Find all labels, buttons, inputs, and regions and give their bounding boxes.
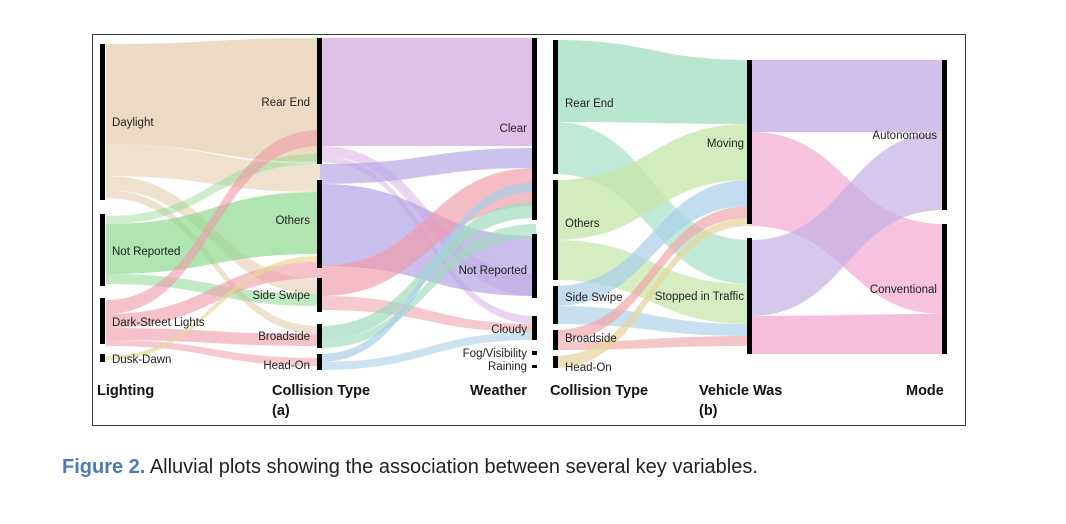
node-bars [100, 38, 947, 370]
ribbon-b-side-swipe-moving [554, 180, 750, 306]
ribbon-head-on-cloudy [320, 332, 536, 370]
axis-title-vehicle-was: Vehicle Was [699, 383, 782, 399]
ribbon-b-rear-end-moving [554, 40, 750, 124]
node-label-clear: Clear [500, 123, 528, 135]
node-label-others-a: Others [275, 215, 310, 227]
ribbon-b-broadside-moving [554, 206, 750, 342]
node-label-fog-visibility: Fog/Visibility [463, 348, 528, 360]
ribbon-daylight-others [106, 144, 320, 192]
ribbon-b-stopped-autonomous [750, 132, 944, 316]
bar-dark-street-lights [100, 298, 105, 344]
ribbon-b-moving-autonomous [750, 60, 944, 132]
node-label-broadside-a: Broadside [258, 331, 310, 343]
ribbon-b-others-stopped [554, 240, 750, 324]
bar-autonomous [942, 60, 947, 210]
ribbon-b-others-moving [554, 124, 750, 240]
ribbon-head-on-clear [320, 182, 536, 362]
panel-label-a: (a) [272, 403, 290, 419]
node-label-others-b: Others [565, 218, 600, 230]
ribbon-rear-end-clear [320, 38, 536, 146]
ribbon-broadside-notreported [320, 224, 536, 348]
bar-dusk-dawn [100, 354, 105, 362]
figure-caption: Figure 2. Alluvial plots showing the ass… [62, 456, 1022, 479]
bar-raining [532, 365, 537, 368]
axis-title-mode: Mode [906, 383, 944, 399]
node-label-stopped-in-traffic: Stopped in Traffic [655, 291, 745, 303]
ribbon-duskdawn-others [106, 256, 320, 360]
node-label-conventional: Conventional [870, 284, 937, 296]
flows-panel-b [554, 40, 944, 368]
ribbon-darklights-broadside [106, 328, 320, 346]
alluvial-chart: Daylight Not Reported Dark-Street Lights… [97, 38, 947, 419]
bar-broadside-a [317, 324, 322, 348]
ribbon-side-swipe-clear [320, 168, 536, 296]
node-label-rear-end-b: Rear End [565, 98, 614, 110]
ribbon-others-clear [320, 148, 536, 184]
ribbon-darklights-rear-end [106, 130, 320, 314]
ribbon-b-stopped-conventional [750, 314, 944, 354]
axis-title-weather: Weather [470, 383, 527, 399]
ribbon-notreported-others [106, 192, 320, 274]
axis-title-collision-type-a: Collision Type [272, 383, 370, 399]
node-label-raining: Raining [488, 361, 527, 373]
bar-clear [532, 38, 537, 220]
axis-title-lighting: Lighting [97, 383, 154, 399]
bar-stopped-in-traffic [747, 238, 752, 354]
node-label-weather-not-reported: Not Reported [459, 265, 527, 277]
bar-weather-not-reported [532, 234, 537, 298]
panel-label-b: (b) [699, 403, 718, 419]
node-label-moving: Moving [707, 138, 744, 150]
ribbon-darklights-side-swipe [106, 262, 320, 328]
node-label-cloudy: Cloudy [491, 324, 527, 336]
node-label-head-on-a: Head-On [263, 360, 310, 372]
bar-others-b [553, 180, 558, 280]
bar-fog-visibility [532, 351, 537, 355]
ribbon-notreported-rear-end [106, 154, 320, 224]
bar-side-swipe-a [317, 278, 322, 312]
bar-head-on-a [317, 354, 322, 370]
bar-rear-end-a [317, 38, 322, 164]
bar-daylight [100, 44, 105, 200]
bar-moving [747, 60, 752, 224]
node-label-dusk-dawn: Dusk-Dawn [112, 354, 171, 366]
bar-head-on-b [553, 356, 558, 368]
node-label-daylight: Daylight [112, 117, 154, 129]
node-label-broadside-b: Broadside [565, 333, 617, 345]
node-label-side-swipe-a: Side Swipe [252, 290, 310, 302]
axis-title-collision-type-b: Collision Type [550, 383, 648, 399]
bar-broadside-b [553, 330, 558, 350]
ribbon-b-side-swipe-stopped [554, 306, 750, 336]
bar-not-reported [100, 214, 105, 286]
node-label-rear-end-a: Rear End [261, 97, 310, 109]
ribbon-side-swipe-cloudy [320, 296, 536, 332]
bar-side-swipe-b [553, 286, 558, 324]
figure-caption-label: Figure 2. [62, 456, 146, 478]
bar-cloudy [532, 316, 537, 340]
node-label-dark-street-lights: Dark-Street Lights [112, 317, 205, 329]
bar-conventional [942, 224, 947, 354]
ribbon-daylight-rear-end [106, 38, 320, 162]
node-label-autonomous: Autonomous [872, 130, 937, 142]
node-label-head-on-b: Head-On [565, 362, 612, 374]
node-label-side-swipe-b: Side Swipe [565, 292, 623, 304]
flows-panel-a [106, 38, 536, 370]
bar-rear-end-b [553, 40, 558, 174]
ribbon-b-head-on [554, 218, 750, 368]
bar-others-a [317, 180, 322, 268]
figure-caption-text: Alluvial plots showing the association b… [145, 456, 758, 478]
node-label-not-reported: Not Reported [112, 246, 180, 258]
